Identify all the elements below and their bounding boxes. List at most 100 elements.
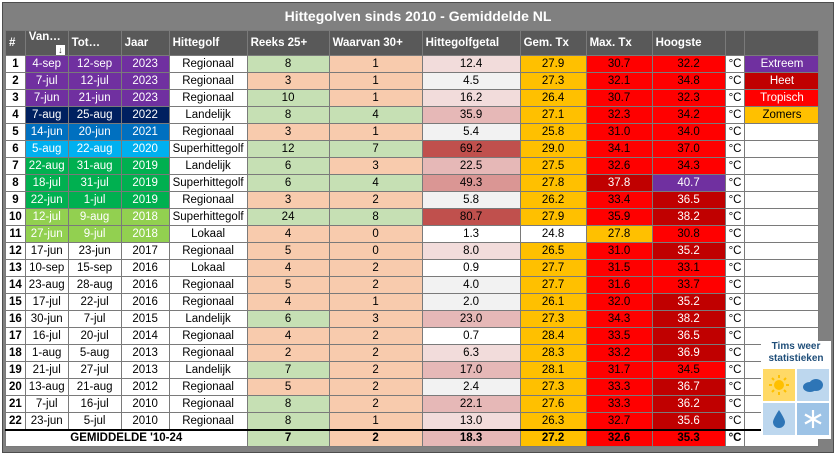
cell-of30[interactable]: 2: [328, 344, 423, 362]
cell-of30[interactable]: 0: [328, 225, 423, 243]
cell-mean-tx[interactable]: 28.1: [519, 361, 587, 379]
cell-start-date[interactable]: 10-sep: [24, 259, 69, 277]
cell-max-tx[interactable]: 33.3: [585, 378, 653, 396]
cell-start-date[interactable]: 13-aug: [24, 378, 69, 396]
cell-heatwave-number[interactable]: 5.4: [421, 123, 521, 141]
cell-max-tx[interactable]: 34.3: [585, 310, 653, 328]
cell-highest[interactable]: 33.7: [651, 276, 726, 294]
cell-highest[interactable]: 36.7: [651, 378, 726, 396]
cell-heatwave-number[interactable]: 0.7: [421, 327, 521, 345]
cell-mean-tx[interactable]: 24.8: [519, 225, 587, 243]
cell-streak25[interactable]: 4: [246, 327, 330, 345]
cell-streak25[interactable]: 4: [246, 293, 330, 311]
cell-year[interactable]: 2019: [120, 157, 170, 175]
cell-highest[interactable]: 35.2: [651, 242, 726, 260]
cell-start-date[interactable]: 16-jul: [24, 327, 69, 345]
cell-end-date[interactable]: 9-aug: [67, 208, 122, 226]
cell-streak25[interactable]: 3: [246, 123, 330, 141]
cell-streak25[interactable]: 6: [246, 310, 330, 328]
cell-year[interactable]: 2016: [120, 259, 170, 277]
cell-of30[interactable]: 2: [328, 191, 423, 209]
cell-year[interactable]: 2018: [120, 208, 170, 226]
cell-mean-tx[interactable]: 27.9: [519, 208, 587, 226]
cell-max-tx[interactable]: 31.6: [585, 276, 653, 294]
row-index[interactable]: 13: [5, 259, 26, 277]
cell-streak25[interactable]: 10: [246, 89, 330, 107]
cell-heatwave-number[interactable]: 6.3: [421, 344, 521, 362]
cell-heatwave-number[interactable]: 80.7: [421, 208, 521, 226]
cell-highest[interactable]: 34.2: [651, 106, 726, 124]
cell-streak25[interactable]: 3: [246, 72, 330, 90]
cell-start-date[interactable]: 1-aug: [24, 344, 69, 362]
row-index[interactable]: 5: [5, 123, 26, 141]
row-index[interactable]: 2: [5, 72, 26, 90]
cell-highest[interactable]: 34.3: [651, 157, 726, 175]
cell-heatwave-number[interactable]: 4.0: [421, 276, 521, 294]
cell-start-date[interactable]: 4-sep: [24, 55, 69, 73]
cell-heatwave-number[interactable]: 13.0: [421, 412, 521, 430]
cell-type[interactable]: Regionaal: [168, 276, 248, 294]
cell-highest[interactable]: 34.5: [651, 361, 726, 379]
cell-mean-tx[interactable]: 27.1: [519, 106, 587, 124]
cell-end-date[interactable]: 22-jul: [67, 293, 122, 311]
cell-streak25[interactable]: 3: [246, 191, 330, 209]
cell-highest[interactable]: 40.7: [651, 174, 726, 192]
cell-end-date[interactable]: 5-jul: [67, 412, 122, 430]
cell-type[interactable]: Regionaal: [168, 344, 248, 362]
cell-start-date[interactable]: 30-jun: [24, 310, 69, 328]
cell-mean-tx[interactable]: 27.3: [519, 310, 587, 328]
cell-highest[interactable]: 37.0: [651, 140, 726, 158]
cell-start-date[interactable]: 23-jun: [24, 412, 69, 430]
cell-of30[interactable]: 2: [328, 327, 423, 345]
cell-type[interactable]: Regionaal: [168, 55, 248, 73]
cell-start-date[interactable]: 22-aug: [24, 157, 69, 175]
cell-end-date[interactable]: 31-aug: [67, 157, 122, 175]
row-index[interactable]: 22: [5, 412, 26, 430]
cell-max-tx[interactable]: 35.9: [585, 208, 653, 226]
cell-highest[interactable]: 32.3: [651, 89, 726, 107]
row-index[interactable]: 17: [5, 327, 26, 345]
cell-end-date[interactable]: 15-sep: [67, 259, 122, 277]
header-type[interactable]: Hittegolf: [168, 30, 248, 56]
cell-start-date[interactable]: 17-jul: [24, 293, 69, 311]
cell-type[interactable]: Regionaal: [168, 123, 248, 141]
cell-streak25[interactable]: 4: [246, 225, 330, 243]
cell-year[interactable]: 2021: [120, 123, 170, 141]
cell-streak25[interactable]: 2: [246, 344, 330, 362]
cell-year[interactable]: 2012: [120, 378, 170, 396]
cell-of30[interactable]: 2: [328, 378, 423, 396]
cell-start-date[interactable]: 7-jul: [24, 395, 69, 413]
cell-year[interactable]: 2022: [120, 106, 170, 124]
cell-heatwave-number[interactable]: 23.0: [421, 310, 521, 328]
cell-of30[interactable]: 2: [328, 395, 423, 413]
cell-of30[interactable]: 8: [328, 208, 423, 226]
cell-max-tx[interactable]: 31.0: [585, 242, 653, 260]
cell-type[interactable]: Landelijk: [168, 106, 248, 124]
cell-heatwave-number[interactable]: 16.2: [421, 89, 521, 107]
avg-streak25[interactable]: 7: [246, 428, 330, 447]
cell-mean-tx[interactable]: 26.3: [519, 412, 587, 430]
cell-heatwave-number[interactable]: 22.1: [421, 395, 521, 413]
cell-highest[interactable]: 32.2: [651, 55, 726, 73]
cell-end-date[interactable]: 12-jul: [67, 72, 122, 90]
cell-heatwave-number[interactable]: 17.0: [421, 361, 521, 379]
cell-end-date[interactable]: 21-jun: [67, 89, 122, 107]
cell-end-date[interactable]: 20-jun: [67, 123, 122, 141]
cell-mean-tx[interactable]: 28.3: [519, 344, 587, 362]
row-index[interactable]: 4: [5, 106, 26, 124]
cell-year[interactable]: 2015: [120, 310, 170, 328]
row-index[interactable]: 9: [5, 191, 26, 209]
cell-highest[interactable]: 36.5: [651, 327, 726, 345]
cell-max-tx[interactable]: 31.5: [585, 259, 653, 277]
cell-type[interactable]: Superhittegolf: [168, 140, 248, 158]
header-of30[interactable]: Waarvan 30+: [328, 30, 423, 56]
row-index[interactable]: 1: [5, 55, 26, 73]
cell-streak25[interactable]: 8: [246, 55, 330, 73]
cell-mean-tx[interactable]: 26.1: [519, 293, 587, 311]
cell-heatwave-number[interactable]: 1.3: [421, 225, 521, 243]
cell-end-date[interactable]: 7-jul: [67, 310, 122, 328]
cell-heatwave-number[interactable]: 8.0: [421, 242, 521, 260]
cell-mean-tx[interactable]: 28.4: [519, 327, 587, 345]
cell-year[interactable]: 2019: [120, 174, 170, 192]
cell-max-tx[interactable]: 32.6: [585, 157, 653, 175]
